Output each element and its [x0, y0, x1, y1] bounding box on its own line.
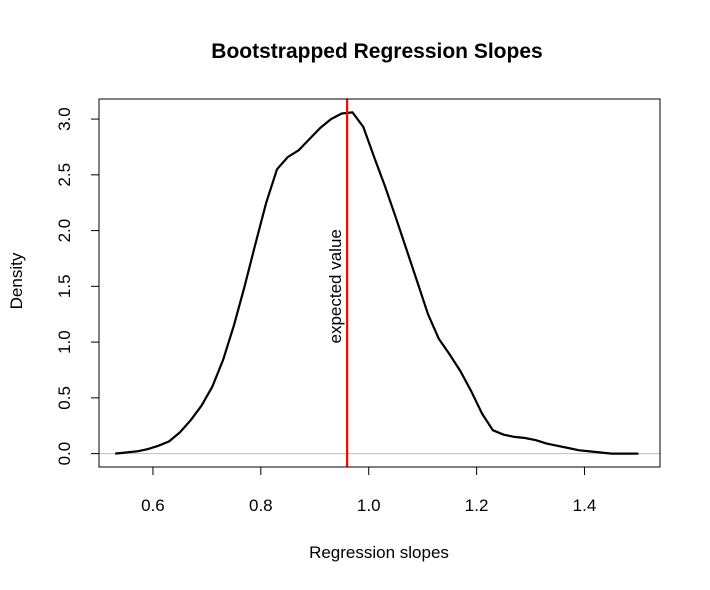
plot-frame: [98, 98, 661, 468]
chart-title: Bootstrapped Regression Slopes: [211, 40, 542, 63]
x-axis: 0.6 0.8 1.0 1.2 1.4: [141, 466, 597, 515]
density-curve: [115, 111, 639, 455]
x-tick-label: 0.8: [249, 496, 273, 515]
y-tick-label: 1.0: [55, 330, 74, 354]
x-axis-label: Regression slopes: [309, 543, 449, 562]
y-tick-label: 3.0: [55, 107, 74, 131]
plot-region: expected value: [99, 99, 660, 467]
y-tick-label: 2.5: [55, 163, 74, 187]
y-axis: 0.0 0.5 1.0 1.5 2.0 2.5 3.0: [55, 107, 100, 466]
expected-value-label: expected value: [326, 229, 345, 343]
y-tick-label: 0.0: [55, 442, 74, 466]
x-tick-label: 0.6: [141, 496, 165, 515]
y-tick-label: 2.0: [55, 219, 74, 243]
y-tick-label: 1.5: [55, 274, 74, 298]
y-tick-label: 0.5: [55, 386, 74, 410]
y-axis-label: Density: [7, 252, 26, 309]
x-tick-label: 1.0: [357, 496, 381, 515]
x-tick-label: 1.4: [573, 496, 597, 515]
x-tick-label: 1.2: [465, 496, 489, 515]
